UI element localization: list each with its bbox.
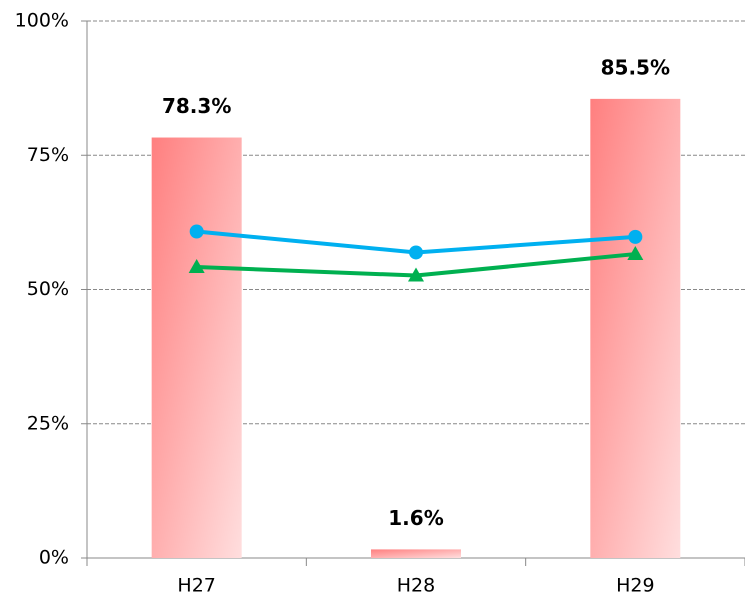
y-tick-label: 75%: [27, 144, 69, 166]
y-tick-label: 25%: [27, 412, 69, 434]
marker: [628, 229, 643, 244]
marker: [627, 246, 644, 261]
marker: [408, 267, 424, 282]
x-tick-label: H28: [397, 575, 435, 597]
x-tick-label: H29: [616, 575, 654, 597]
marker: [409, 245, 423, 260]
bar: [590, 98, 681, 559]
marker: [189, 224, 204, 239]
bar: [151, 137, 242, 559]
marker: [188, 258, 205, 273]
data-label: 1.6%: [388, 506, 443, 530]
data-label: 78.3%: [162, 94, 231, 118]
data-label: 85.5%: [601, 55, 670, 79]
y-tick-label: 0%: [39, 547, 69, 569]
bar: [371, 549, 461, 558]
y-tick-label: 100%: [15, 10, 69, 32]
x-tick-label: H27: [177, 575, 215, 597]
y-tick-label: 50%: [27, 278, 69, 300]
